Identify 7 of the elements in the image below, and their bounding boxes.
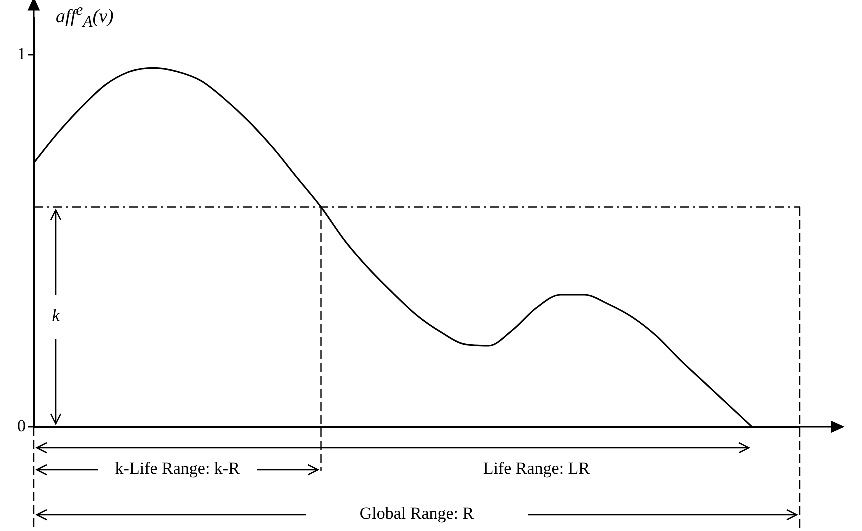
text: k-Life Range: k-R xyxy=(115,458,241,478)
annotation: k xyxy=(52,306,60,326)
y-axis-title: aff$^{e}$$_{A}$(v) xyxy=(56,2,114,32)
y-tick-label: 0 xyxy=(18,416,26,436)
text: Global Range: R xyxy=(360,504,475,523)
y-tick-label: 1 xyxy=(18,44,26,64)
text: Life Range: LR xyxy=(483,458,591,478)
